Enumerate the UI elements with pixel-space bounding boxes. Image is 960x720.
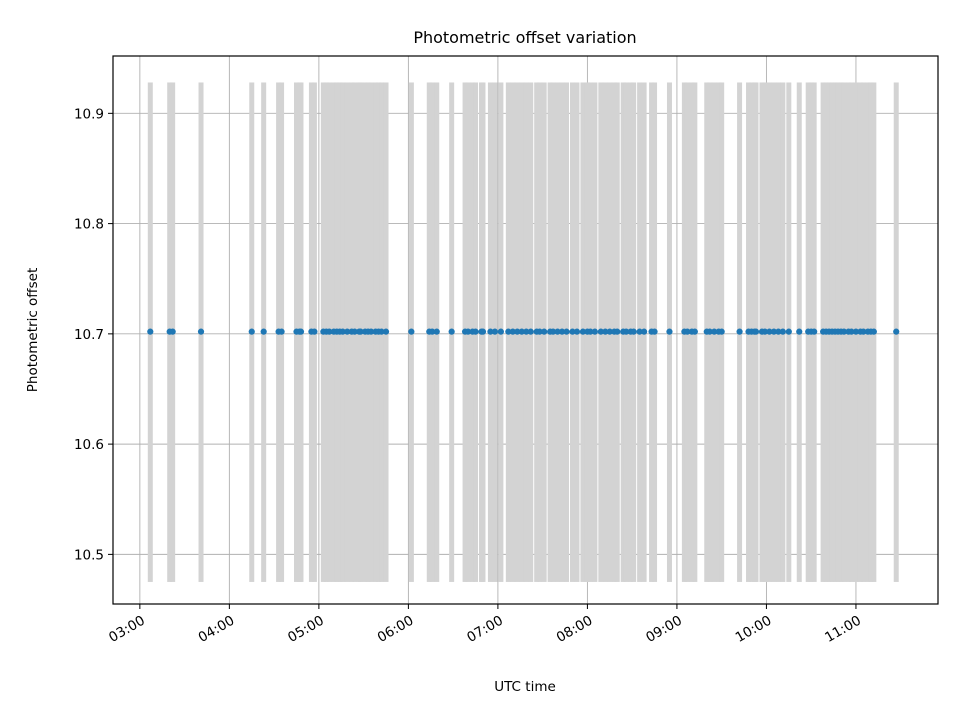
data-point bbox=[147, 328, 154, 335]
y-tick-label: 10.5 bbox=[74, 547, 104, 563]
data-point bbox=[523, 328, 530, 335]
data-point bbox=[527, 328, 534, 335]
data-point bbox=[487, 328, 494, 335]
data-point bbox=[408, 328, 415, 335]
data-point bbox=[248, 328, 255, 335]
data-point bbox=[860, 328, 867, 335]
data-point bbox=[587, 328, 594, 335]
data-point bbox=[505, 328, 512, 335]
data-point bbox=[563, 328, 570, 335]
data-point bbox=[775, 328, 782, 335]
data-point bbox=[297, 328, 305, 335]
data-point bbox=[536, 328, 543, 335]
data-point bbox=[736, 328, 743, 335]
data-point bbox=[260, 328, 267, 335]
y-axis-ticks: 10.5 10.6 10.7 10.8 10.9 bbox=[74, 106, 113, 563]
y-tick-label: 10.6 bbox=[74, 437, 104, 453]
data-point bbox=[591, 328, 598, 335]
data-point bbox=[549, 328, 557, 335]
data-point bbox=[623, 328, 630, 335]
data-point bbox=[770, 328, 777, 335]
y-axis-label: Photometric offset bbox=[25, 268, 41, 392]
data-point bbox=[569, 328, 576, 335]
data-point bbox=[357, 328, 364, 335]
data-point bbox=[893, 328, 900, 335]
y-tick-label: 10.9 bbox=[74, 106, 104, 122]
data-point bbox=[197, 328, 205, 335]
data-point bbox=[448, 328, 455, 335]
data-point bbox=[597, 328, 604, 335]
chart-title: Photometric offset variation bbox=[413, 28, 636, 47]
data-points bbox=[147, 328, 900, 335]
data-point bbox=[433, 328, 440, 335]
data-point bbox=[429, 328, 436, 335]
data-point bbox=[785, 328, 792, 335]
data-point bbox=[602, 328, 609, 335]
data-point bbox=[691, 328, 698, 335]
data-point bbox=[718, 328, 725, 335]
data-point bbox=[541, 328, 548, 335]
data-point bbox=[382, 328, 390, 335]
data-point bbox=[766, 328, 773, 335]
data-point bbox=[606, 328, 613, 335]
data-point bbox=[351, 328, 358, 335]
data-point bbox=[311, 328, 318, 335]
data-point bbox=[706, 328, 713, 335]
data-point bbox=[339, 328, 346, 335]
data-point bbox=[278, 328, 285, 335]
data-point bbox=[497, 328, 504, 335]
y-tick-label: 10.8 bbox=[74, 217, 104, 233]
data-point bbox=[641, 328, 648, 335]
x-axis-label: UTC time bbox=[494, 679, 556, 695]
y-tick-label: 10.7 bbox=[74, 327, 104, 343]
data-point bbox=[840, 328, 848, 335]
data-point bbox=[852, 328, 860, 335]
data-point bbox=[558, 328, 566, 335]
data-point bbox=[554, 328, 561, 335]
data-point bbox=[614, 328, 621, 335]
data-point bbox=[509, 328, 516, 335]
data-point bbox=[518, 328, 525, 335]
data-point bbox=[711, 328, 718, 335]
data-point bbox=[464, 328, 472, 335]
data-point bbox=[491, 328, 499, 335]
data-point bbox=[779, 328, 786, 335]
data-point bbox=[579, 328, 587, 335]
data-point bbox=[472, 328, 479, 335]
plot-frame bbox=[112, 55, 939, 605]
data-point bbox=[630, 328, 637, 335]
data-point bbox=[796, 328, 803, 335]
data-point bbox=[811, 328, 818, 335]
data-point bbox=[684, 328, 691, 335]
data-point bbox=[848, 328, 855, 335]
data-point bbox=[378, 328, 385, 335]
data-point bbox=[326, 328, 333, 335]
data-point bbox=[479, 328, 487, 335]
data-point bbox=[169, 328, 176, 335]
data-point bbox=[367, 328, 375, 335]
data-point bbox=[636, 328, 643, 335]
data-point bbox=[761, 328, 769, 335]
data-point bbox=[870, 328, 877, 335]
data-point bbox=[514, 328, 521, 335]
data-point bbox=[651, 328, 658, 335]
data-point bbox=[752, 328, 760, 335]
data-point bbox=[344, 328, 351, 335]
data-point bbox=[666, 328, 673, 335]
data-point bbox=[573, 328, 581, 335]
